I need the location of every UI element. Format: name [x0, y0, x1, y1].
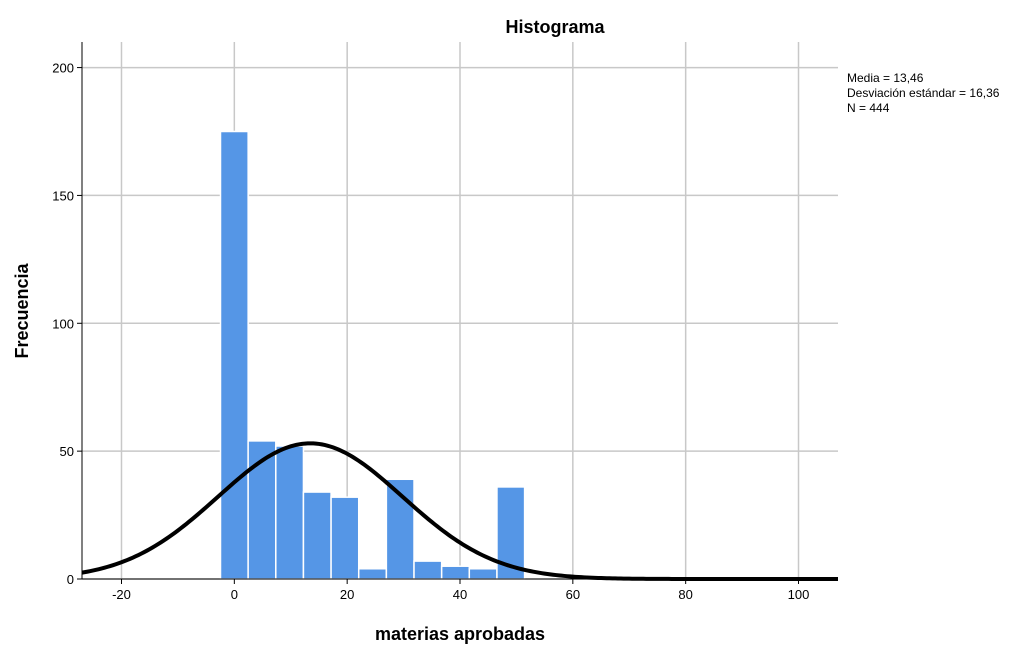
x-tick-label: -20 — [112, 587, 131, 602]
histogram-bar — [302, 491, 332, 580]
histogram-bar — [440, 565, 471, 580]
histogram-bar — [247, 440, 277, 580]
y-tick-label: 150 — [52, 188, 74, 203]
horizontal-gridlines — [82, 66, 838, 580]
x-tick-label: 40 — [453, 587, 467, 602]
x-tick-label: 0 — [231, 587, 238, 602]
y-axis-title: Frecuencia — [12, 262, 32, 358]
stats-mean: Media = 13,46 — [847, 71, 924, 85]
y-tick-label: 0 — [67, 572, 74, 587]
y-tick-labels: 0 50 100 150 200 — [52, 61, 82, 587]
y-tick-label: 100 — [52, 316, 74, 331]
histogram-bar — [357, 568, 388, 580]
x-axis-title: materias aprobadas — [375, 624, 545, 644]
histogram-bar — [413, 560, 443, 580]
y-tick-label: 50 — [60, 444, 74, 459]
histogram-bars — [219, 130, 819, 580]
chart-title: Histograma — [505, 17, 605, 37]
x-tick-label: 60 — [566, 587, 580, 602]
stats-n: N = 444 — [847, 101, 890, 115]
histogram-bar — [219, 130, 249, 580]
x-tick-label: 100 — [788, 587, 810, 602]
y-tick-label: 200 — [52, 61, 74, 76]
histogram-bar — [330, 496, 360, 580]
x-tick-label: 20 — [340, 587, 354, 602]
x-tick-labels: -20 0 20 40 60 80 100 — [112, 579, 809, 602]
histogram-bar — [275, 445, 305, 580]
x-tick-label: 80 — [678, 587, 692, 602]
histogram-bar — [468, 568, 498, 580]
stats-std-dev: Desviación estándar = 16,36 — [847, 86, 1000, 100]
